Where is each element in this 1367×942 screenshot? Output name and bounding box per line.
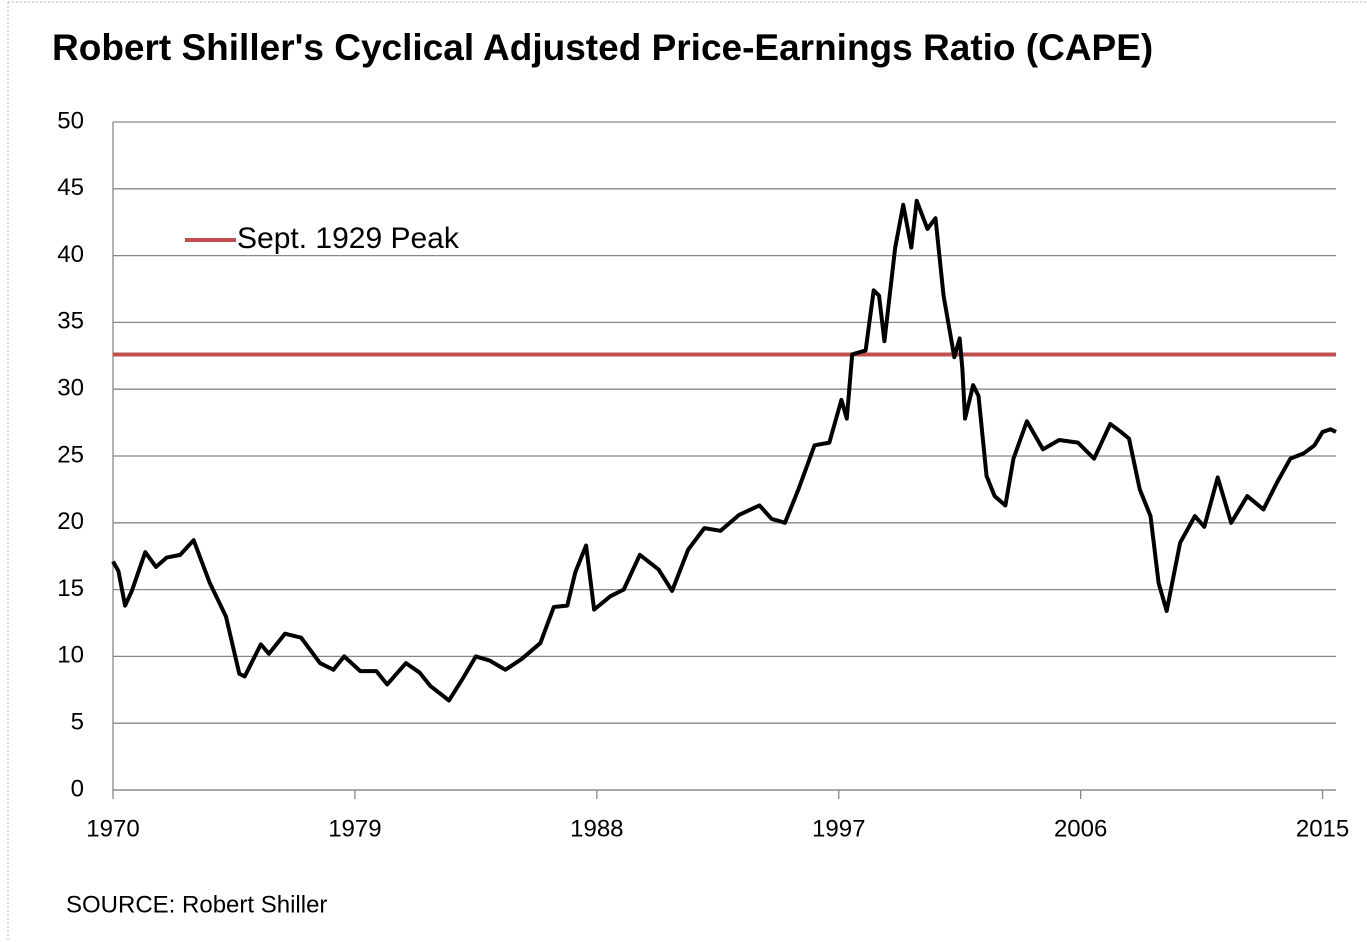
legend-label: Sept. 1929 Peak — [237, 222, 460, 255]
y-tick-label: 35 — [57, 308, 84, 335]
x-tick-label: 1970 — [86, 815, 139, 842]
chart-title: Robert Shiller's Cyclical Adjusted Price… — [52, 27, 1153, 68]
y-tick-label: 50 — [57, 107, 84, 134]
y-tick-label: 40 — [57, 241, 84, 268]
y-tick-label: 20 — [57, 508, 84, 535]
y-tick-label: 10 — [57, 642, 84, 669]
x-tick-label: 1988 — [570, 815, 623, 842]
y-tick-label: 15 — [57, 575, 84, 602]
source-note: SOURCE: Robert Shiller — [66, 891, 327, 918]
y-tick-label: 45 — [57, 174, 84, 201]
x-tick-label: 2015 — [1296, 815, 1349, 842]
x-tick-label: 1997 — [812, 815, 865, 842]
data-line — [111, 198, 1337, 703]
y-tick-label: 0 — [71, 775, 84, 802]
y-tick-label: 5 — [71, 709, 84, 736]
x-tick-label: 1979 — [328, 815, 381, 842]
x-tick-label: 2006 — [1054, 815, 1107, 842]
y-tick-label: 25 — [57, 441, 84, 468]
y-tick-label: 30 — [57, 375, 84, 402]
